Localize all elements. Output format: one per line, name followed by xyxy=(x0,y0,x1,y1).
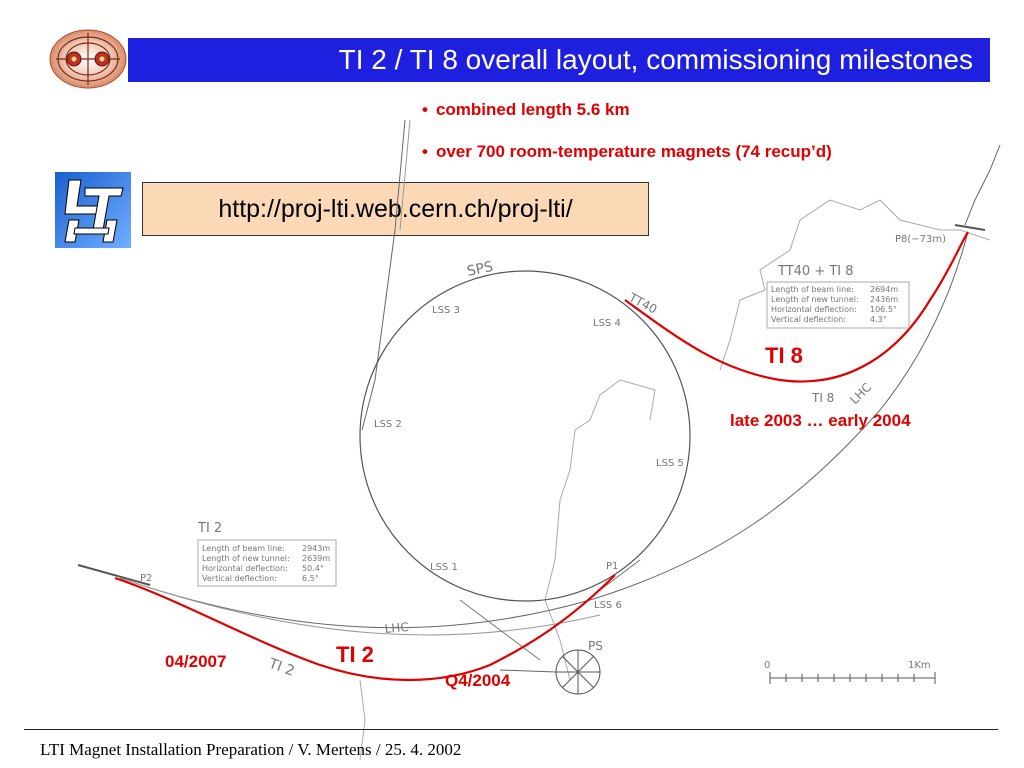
lhc-label: LHC xyxy=(384,620,409,636)
bullet-item: • combined length 5.6 km xyxy=(422,100,630,119)
svg-text:Length of new tunnel:: Length of new tunnel: xyxy=(202,554,290,563)
point-label: P8(−73m) xyxy=(895,234,946,245)
lhc-label: LHC xyxy=(847,380,874,407)
ti2-label: TI 2 xyxy=(336,642,374,667)
scale-end: 1Km xyxy=(908,660,931,671)
ti8-label: TI 8 xyxy=(765,343,803,368)
ti8-box-heading: TT40 + TI 8 xyxy=(777,264,854,279)
svg-text:50.4°: 50.4° xyxy=(302,564,324,573)
svg-text:Length of beam line:: Length of beam line: xyxy=(771,285,854,294)
lhc-logo xyxy=(49,29,127,89)
bullet-text: over 700 room-temperature magnets (74 re… xyxy=(435,142,832,161)
svg-text:6.5°: 6.5° xyxy=(302,574,319,583)
ti8-info-box: TT40 + TI 8 Length of beam line: 2694m L… xyxy=(766,264,910,329)
svg-text:2943m: 2943m xyxy=(302,544,330,553)
bullet-text: combined length 5.6 km xyxy=(435,100,630,119)
footer-text: LTI Magnet Installation Preparation / V.… xyxy=(40,740,462,759)
point-label: P2 xyxy=(140,573,152,584)
svg-text:Length of new tunnel:: Length of new tunnel: xyxy=(771,295,859,304)
ps-label: PS xyxy=(588,639,603,653)
point-label: P1 xyxy=(606,561,618,572)
title-bar xyxy=(128,38,990,82)
svg-text:Vertical deflection:: Vertical deflection: xyxy=(202,574,277,583)
ti8-map-label: TI 8 xyxy=(811,391,834,405)
scale-zero: 0 xyxy=(764,660,770,671)
bullet-item: • over 700 room-temperature magnets (74 r… xyxy=(422,142,832,161)
svg-text:4.3°: 4.3° xyxy=(870,315,887,324)
lti-logo xyxy=(55,172,131,248)
svg-text:2694m: 2694m xyxy=(870,285,898,294)
lss-label: LSS 3 xyxy=(432,305,460,316)
svg-text:2639m: 2639m xyxy=(302,554,330,563)
ti2-info-box: TI 2 Length of beam line: 2943m Length o… xyxy=(197,521,337,587)
ti2-date-right: Q4/2004 xyxy=(445,671,511,690)
ti2-date-left: 04/2007 xyxy=(165,652,227,671)
svg-text:2436m: 2436m xyxy=(870,295,898,304)
svg-text:Vertical deflection:: Vertical deflection: xyxy=(771,315,846,324)
project-url-link[interactable]: http://proj-lti.web.cern.ch/proj-lti/ xyxy=(218,195,573,223)
footer-divider xyxy=(24,729,998,730)
svg-text:Length of beam line:: Length of beam line: xyxy=(202,544,285,553)
ti8-date: late 2003 … early 2004 xyxy=(730,411,911,430)
lss-label: LSS 5 xyxy=(656,458,684,469)
ti2-transfer-line xyxy=(114,574,616,682)
ti2-box-heading: TI 2 xyxy=(197,521,222,536)
sps-label: SPS xyxy=(466,259,495,280)
lss-label: LSS 6 xyxy=(594,600,622,611)
lss-label: LSS 4 xyxy=(593,318,621,329)
lss-label: LSS 2 xyxy=(374,419,402,430)
slide-title: TI 2 / TI 8 overall layout, commissionin… xyxy=(338,44,973,75)
svg-text:Horizontal deflection:: Horizontal deflection: xyxy=(771,305,857,314)
ti2-map-label: TI 2 xyxy=(266,655,297,679)
svg-text:Horizontal deflection:: Horizontal deflection: xyxy=(202,564,288,573)
ti8-transfer-line xyxy=(624,231,969,383)
lss-label: LSS 1 xyxy=(430,562,458,573)
svg-text:106.5°: 106.5° xyxy=(870,305,897,314)
